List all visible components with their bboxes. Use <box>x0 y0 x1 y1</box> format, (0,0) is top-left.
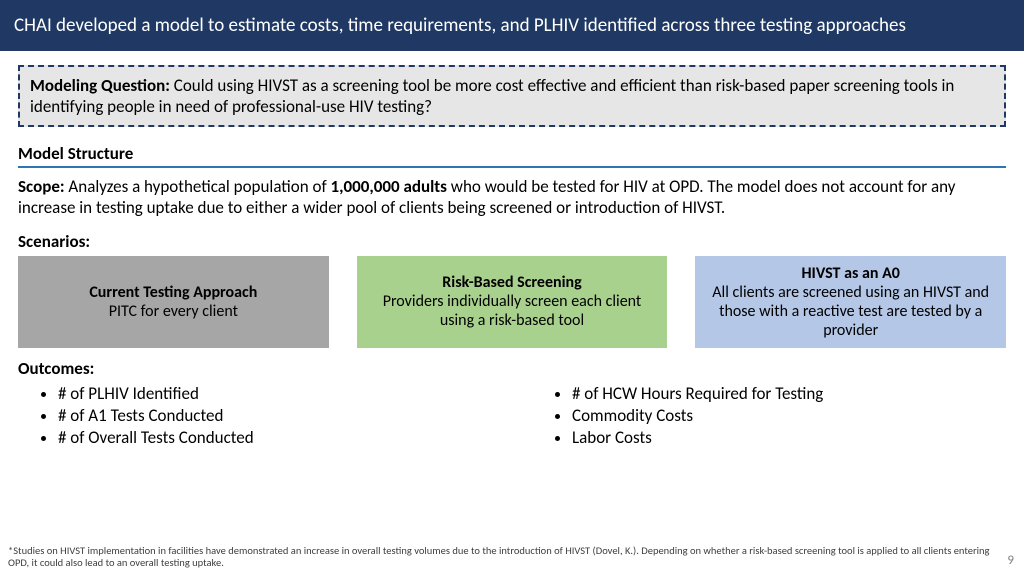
scope-paragraph: Scope: Analyzes a hypothetical populatio… <box>18 176 1006 219</box>
outcomes-left-col: # of PLHIV Identified # of A1 Tests Cond… <box>18 383 492 449</box>
outcome-item: # of HCW Hours Required for Testing <box>572 383 1006 405</box>
question-label: Modeling Question: <box>30 75 170 96</box>
scenarios-row: Current Testing Approach PITC for every … <box>18 256 1006 349</box>
page-number: 9 <box>1007 553 1014 568</box>
content-area: Modeling Question: Could using HIVST as … <box>0 51 1024 450</box>
scenario-desc: All clients are screened using an HIVST … <box>705 283 996 341</box>
outcome-item: # of A1 Tests Conducted <box>58 405 492 427</box>
title-bar: CHAI developed a model to estimate costs… <box>0 0 1024 51</box>
footnote: *Studies on HIVST implementation in faci… <box>8 545 994 570</box>
outcomes-row: # of PLHIV Identified # of A1 Tests Cond… <box>18 383 1006 449</box>
scenario-risk-based: Risk-Based Screening Providers individua… <box>357 256 668 349</box>
page-title: CHAI developed a model to estimate costs… <box>14 14 906 37</box>
scope-label: Scope: <box>18 176 65 197</box>
modeling-question-box: Modeling Question: Could using HIVST as … <box>18 65 1006 127</box>
scenario-desc: PITC for every client <box>28 302 319 321</box>
scenario-title: Risk-Based Screening <box>367 273 658 292</box>
outcome-item: # of Overall Tests Conducted <box>58 427 492 449</box>
scope-bold: 1,000,000 adults <box>331 176 447 197</box>
scenario-hivst: HIVST as an A0 All clients are screened … <box>695 256 1006 349</box>
outcomes-heading: Outcomes: <box>18 358 1006 379</box>
outcome-item: Labor Costs <box>572 427 1006 449</box>
scope-before: Analyzes a hypothetical population of <box>65 176 331 197</box>
scenario-title: Current Testing Approach <box>28 283 319 302</box>
scenarios-heading: Scenarios: <box>18 231 1006 252</box>
scenario-title: HIVST as an A0 <box>705 264 996 283</box>
scenario-current: Current Testing Approach PITC for every … <box>18 256 329 349</box>
outcome-item: Commodity Costs <box>572 405 1006 427</box>
model-structure-heading: Model Structure <box>18 143 1006 168</box>
scenario-desc: Providers individually screen each clien… <box>367 292 658 330</box>
outcomes-right-col: # of HCW Hours Required for Testing Comm… <box>532 383 1006 449</box>
outcome-item: # of PLHIV Identified <box>58 383 492 405</box>
